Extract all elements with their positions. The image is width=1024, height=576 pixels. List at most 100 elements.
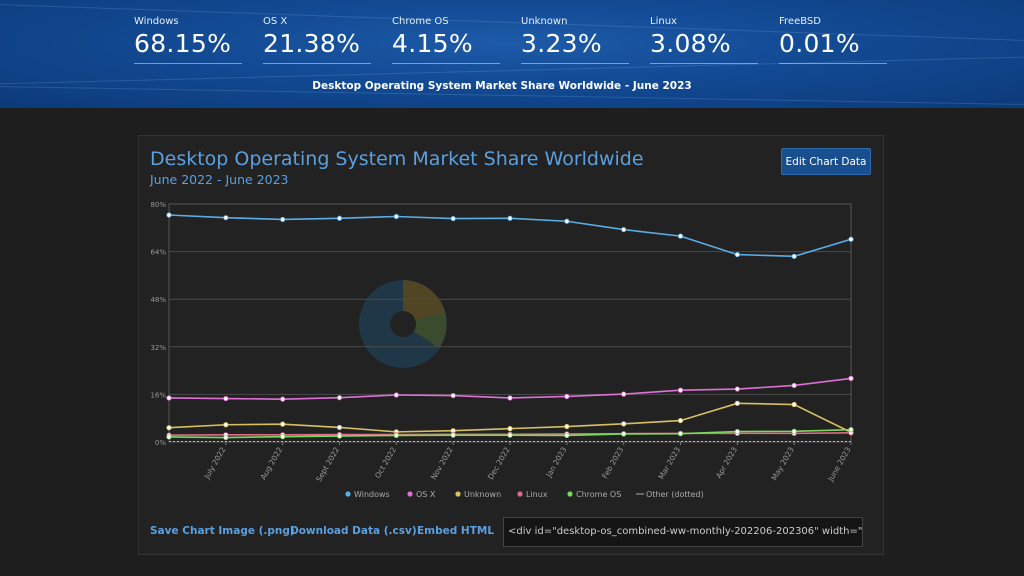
y-tick-label: 48% — [150, 296, 166, 304]
data-point-chrome-os — [848, 427, 854, 433]
x-tick-label: June 2023 — [826, 445, 853, 483]
data-point-windows — [336, 215, 343, 221]
stat-label: OS X — [263, 16, 288, 27]
edit-chart-data-button[interactable]: Edit Chart Data — [781, 148, 871, 175]
x-tick-label: Feb 2023 — [600, 445, 625, 480]
stat-value: 68.15% — [134, 29, 232, 58]
x-tick-label: May 2023 — [770, 445, 796, 482]
data-point-chrome-os — [450, 432, 456, 438]
market-share-chart: 0% 16% 32% 48% 64% 80% July 2022 Aug 2022 Sept 2… — [150, 201, 854, 499]
data-point-windows — [507, 215, 513, 221]
data-point-os-x — [280, 396, 286, 402]
data-point-unknown — [166, 425, 172, 431]
data-point-windows — [450, 215, 456, 222]
data-point-unknown — [507, 426, 513, 432]
data-point-unknown — [223, 422, 229, 428]
data-point-windows — [280, 216, 286, 223]
stat-linux: Linux 3.08% — [650, 16, 762, 64]
y-tick-label: 32% — [150, 344, 166, 352]
stat-label: Chrome OS — [392, 16, 449, 27]
stat-label: FreeBSD — [779, 16, 821, 27]
stat-value: 3.08% — [650, 29, 731, 58]
stat-value: 0.01% — [779, 29, 860, 58]
legend-marker — [345, 491, 351, 497]
data-point-unknown — [734, 400, 740, 406]
stat-unknown: Unknown 3.23% — [521, 16, 633, 64]
data-point-os-x — [450, 392, 456, 399]
data-point-windows — [223, 215, 229, 221]
data-point-windows — [621, 226, 627, 233]
stat-osx: OS X 21.38% — [263, 16, 375, 64]
chart-card: 0% 16% 32% 48% 64% 80% July 2022 Aug 2022 Sept 2… — [138, 135, 884, 555]
stat-windows: Windows 68.15% — [134, 16, 246, 64]
stat-divider — [521, 63, 629, 64]
x-tick-label: Sept 2022 — [314, 445, 341, 483]
x-tick-label: Dec 2022 — [486, 445, 512, 481]
y-tick-label: 64% — [150, 249, 166, 257]
data-point-chrome-os — [791, 428, 797, 434]
data-point-windows — [791, 253, 797, 259]
stat-value: 3.23% — [521, 29, 602, 58]
data-point-unknown — [336, 424, 343, 431]
download-data-link[interactable]: Download Data (.csv) — [290, 525, 417, 537]
stat-freebsd: FreeBSD 0.01% — [779, 16, 891, 64]
data-point-windows — [393, 213, 399, 220]
data-point-chrome-os — [677, 431, 684, 437]
data-point-os-x — [507, 395, 513, 401]
data-point-windows — [677, 233, 684, 239]
data-point-chrome-os — [280, 434, 286, 440]
stat-divider — [263, 63, 371, 64]
data-point-chrome-os — [166, 434, 172, 440]
chart-date-range: June 2022 - June 2023 — [150, 172, 289, 187]
y-tick-label: 16% — [150, 391, 166, 399]
stat-divider — [134, 63, 242, 64]
stat-value: 4.15% — [392, 29, 473, 58]
data-point-chrome-os — [507, 432, 513, 438]
y-tick-label: 80% — [150, 201, 166, 209]
legend-label: Windows — [354, 490, 390, 499]
legend-label: Linux — [526, 490, 548, 499]
data-point-windows — [564, 218, 570, 224]
legend-marker — [517, 491, 523, 497]
data-point-chrome-os — [336, 433, 343, 439]
data-point-os-x — [223, 395, 229, 402]
data-point-chrome-os — [223, 434, 229, 441]
data-point-os-x — [791, 382, 797, 389]
statcounter-watermark-icon — [359, 280, 447, 368]
data-point-windows — [848, 236, 854, 242]
stat-divider — [650, 63, 758, 64]
stats-banner: Windows 68.15% OS X 21.38% Chrome OS 4.1… — [0, 0, 1024, 108]
series-line-windows — [168, 214, 852, 258]
stat-value: 21.38% — [263, 29, 361, 58]
embed-html-link[interactable]: Embed HTML — [417, 525, 495, 537]
chart-title: Desktop Operating System Market Share Wo… — [150, 148, 644, 170]
legend-label: Chrome OS — [576, 490, 621, 499]
data-point-os-x — [848, 375, 854, 381]
data-point-unknown — [280, 421, 286, 427]
data-point-windows — [166, 212, 172, 218]
data-point-chrome-os — [621, 431, 627, 437]
legend-marker — [455, 491, 461, 497]
data-point-os-x — [621, 391, 627, 397]
x-tick-label: Apr 2023 — [714, 445, 739, 480]
data-point-unknown — [621, 421, 627, 427]
x-tick-label: Nov 2022 — [429, 445, 455, 481]
stat-label: Unknown — [521, 16, 568, 27]
data-point-windows — [734, 251, 740, 258]
save-chart-image-link[interactable]: Save Chart Image (.png) — [150, 525, 295, 537]
legend-marker — [407, 491, 413, 497]
stat-label: Windows — [134, 16, 179, 27]
data-point-unknown — [564, 423, 570, 430]
x-tick-label: Aug 2022 — [259, 445, 285, 481]
legend-label: Other (dotted) — [646, 490, 704, 499]
legend-label: OS X — [416, 490, 436, 499]
data-point-chrome-os — [734, 428, 740, 435]
x-tick-label: Oct 2022 — [373, 445, 398, 480]
embed-code-field[interactable]: <div id="desktop-os_combined-ww-monthly-… — [503, 517, 863, 547]
stat-divider — [779, 63, 887, 64]
stat-divider — [392, 63, 500, 64]
banner-subtitle: Desktop Operating System Market Share Wo… — [312, 80, 692, 92]
data-point-unknown — [677, 417, 684, 424]
stat-label: Linux — [650, 16, 677, 27]
data-point-os-x — [677, 387, 684, 393]
